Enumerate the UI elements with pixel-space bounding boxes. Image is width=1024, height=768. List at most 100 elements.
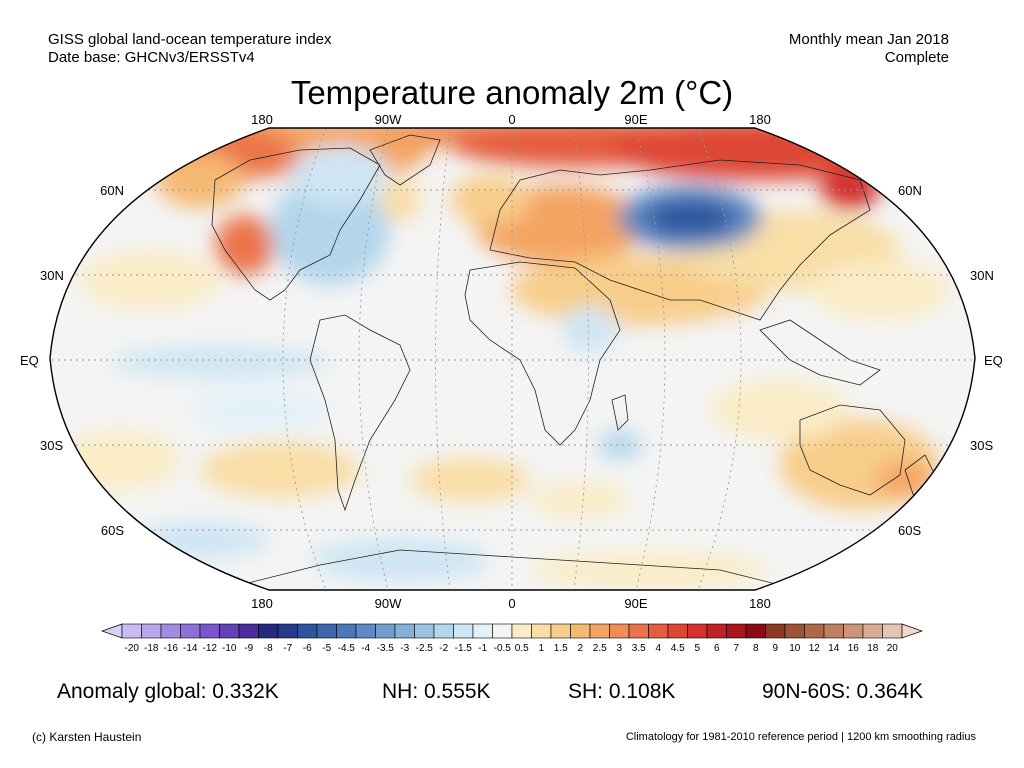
- colorbar-box: [648, 623, 669, 639]
- lat-right-label-30n: 30N: [970, 268, 994, 283]
- lon-top-label-0: 0: [508, 112, 515, 127]
- colorbar-box: [180, 623, 201, 639]
- colorbar-box: [355, 623, 376, 639]
- eurasia-outline: [489, 159, 871, 321]
- colorbar-box: [726, 623, 747, 639]
- colorbar-box: [589, 623, 610, 639]
- colorbar-tick-label: 6: [714, 643, 720, 654]
- lon-bottom-label-0: 0: [508, 596, 515, 611]
- enso-cold-tongue: [110, 346, 330, 378]
- colorbar-box: [219, 623, 240, 639]
- colorbar-tick-label: -4.5: [338, 643, 356, 654]
- anomaly-nh: NH: 0.555K: [382, 680, 491, 703]
- colorbar-box: [882, 623, 903, 639]
- colorbar-tick-label: -2: [439, 643, 448, 654]
- colorbar-box: [297, 623, 318, 639]
- lat-left-label-eq: EQ: [20, 353, 39, 368]
- colorbar-tick-label: -12: [203, 643, 218, 654]
- map-border: [49, 127, 976, 591]
- eastern-us-cold-region: [270, 175, 390, 285]
- colorbar-tick-label: 1.5: [554, 643, 568, 654]
- colorbar-tick-label: -10: [222, 643, 237, 654]
- colorbar-box: [238, 623, 259, 639]
- colorbar-left-arrow: [100, 623, 123, 639]
- colorbar-tick-label: -3: [400, 643, 409, 654]
- colorbar-tick-label: 16: [848, 643, 860, 654]
- colorbar-tick-label: -1: [478, 643, 487, 654]
- index-name: GISS global land-ocean temperature index: [48, 31, 332, 48]
- colorbar-boxes: [100, 623, 924, 639]
- climatology-note: Climatology for 1981-2010 reference peri…: [625, 731, 976, 743]
- colorbar-tick-label: 10: [789, 643, 801, 654]
- data-base-label: Date base: GHCNv3/ERSSTv4: [48, 49, 255, 66]
- colorbar-box: [375, 623, 396, 639]
- lat-right-label-60n: 60N: [898, 183, 922, 198]
- western-us-warm-region: [215, 215, 275, 275]
- colorbar-box: [199, 623, 220, 639]
- colorbar-tick-label: -3.5: [377, 643, 395, 654]
- colorbar-box: [160, 623, 181, 639]
- colorbar-tick-label: 4.5: [671, 643, 685, 654]
- colorbar-tick-label: -18: [144, 643, 159, 654]
- colorbar-box: [784, 623, 805, 639]
- colorbar-box: [609, 623, 630, 639]
- colorbar-tick-label: -2.5: [416, 643, 434, 654]
- colorbar-tick-label: 0.5: [515, 643, 529, 654]
- colorbar-box: [336, 623, 357, 639]
- colorbar-tick-label: 8: [753, 643, 759, 654]
- colorbar-box: [492, 623, 513, 639]
- colorbar-tick-label: 5: [694, 643, 700, 654]
- status-label: Complete: [884, 49, 949, 66]
- colorbar-tick-label: -16: [164, 643, 179, 654]
- madagascar-outline: [611, 394, 629, 431]
- colorbar-box: [511, 623, 532, 639]
- central-asia-cold-core: [645, 200, 735, 236]
- colorbar-tick-label: -14: [183, 643, 198, 654]
- north-atlantic-warm-region: [450, 175, 530, 225]
- south-atlantic-warm-region: [410, 458, 530, 502]
- lon-top-label-90w: 90W: [375, 112, 402, 127]
- lon-bottom-label-180w: 180: [251, 596, 273, 611]
- colorbar-box: [823, 623, 844, 639]
- colorbar-tick-label: -4: [361, 643, 370, 654]
- lat-left-label-30n: 30N: [40, 268, 64, 283]
- lat-left-label-60n: 60N: [100, 183, 124, 198]
- period-label: Monthly mean Jan 2018: [788, 31, 949, 48]
- newfoundland-warm-region: [380, 178, 420, 222]
- credit-text: (c) Karsten Haustein: [32, 730, 142, 744]
- header-right: Monthly mean Jan 2018 Complete: [789, 31, 949, 67]
- antarctica-outline: [239, 549, 781, 586]
- colorbar-box: [121, 623, 142, 639]
- south-pacific-cool-region: [190, 388, 330, 432]
- colorbar-box: [531, 623, 552, 639]
- colorbar-tick-label: -20: [125, 643, 140, 654]
- africa-outline: [464, 261, 621, 446]
- colorbar-tick-label: 20: [887, 643, 899, 654]
- colorbar-box: [843, 623, 864, 639]
- colorbar-tick-label: 9: [772, 643, 778, 654]
- southeast-pacific-warm-region: [200, 442, 360, 498]
- colorbar-tick-label: 4: [655, 643, 661, 654]
- colorbar-tick-label: -5: [322, 643, 331, 654]
- colorbar-tick-label: -9: [244, 643, 253, 654]
- northeast-pacific-warm-region: [80, 250, 220, 310]
- colorbar-box: [804, 623, 825, 639]
- colorbar-box: [453, 623, 474, 639]
- anomaly-field: [50, 128, 975, 590]
- madagascar-cool-region: [598, 431, 642, 459]
- lon-bottom-label-90w: 90W: [375, 596, 402, 611]
- south-america-outline: [309, 314, 411, 512]
- colorbar-box: [316, 623, 337, 639]
- southern-ocean-warm-region: [530, 482, 630, 518]
- east-africa-cool-region: [562, 306, 618, 354]
- colorbar-box: [394, 623, 415, 639]
- colorbar-box: [550, 623, 571, 639]
- colorbar-box: [414, 623, 435, 639]
- colorbar-tick-label: 3.5: [632, 643, 646, 654]
- axis-labels: 180 90W 0 90E 180 180 90W 0 90E 180 60N …: [20, 112, 1003, 611]
- lon-bottom-label-90e: 90E: [624, 596, 647, 611]
- graticule: [50, 128, 975, 590]
